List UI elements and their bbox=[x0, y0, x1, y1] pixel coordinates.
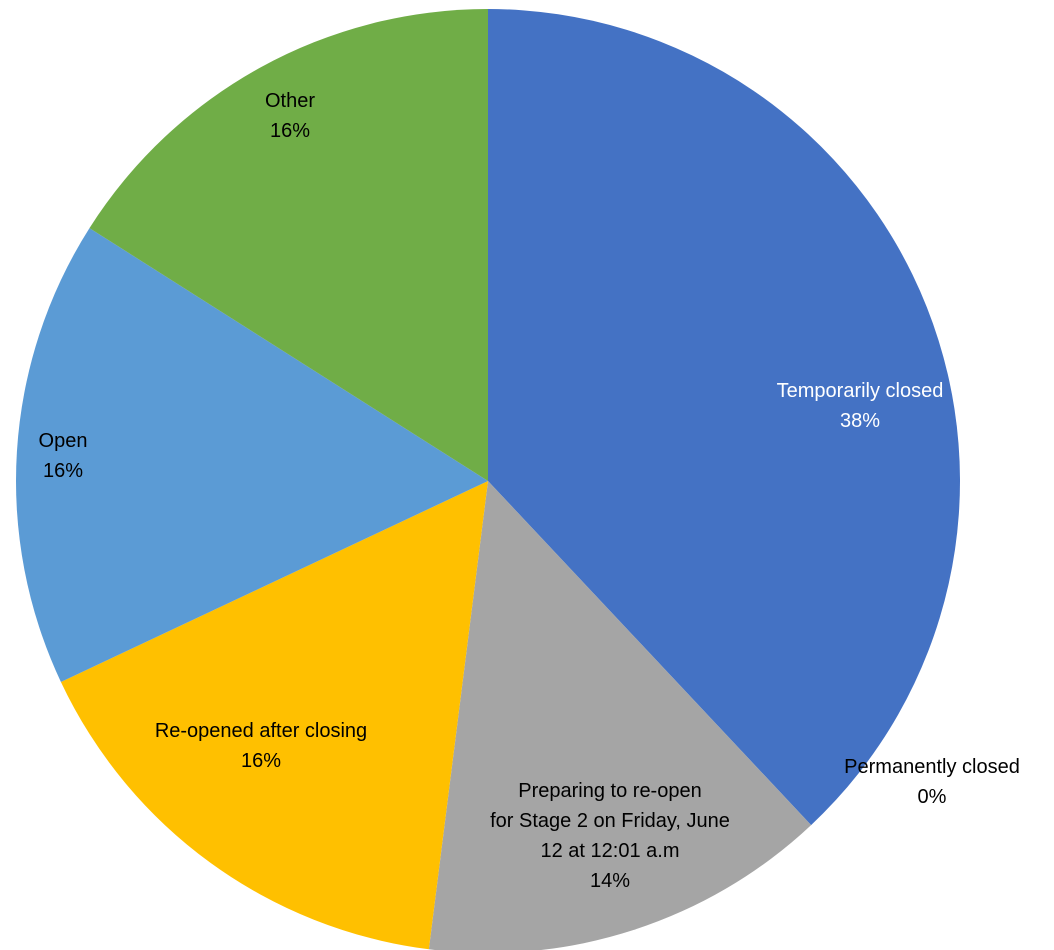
data-label-temporarily-closed: Temporarily closed 38% bbox=[777, 380, 944, 432]
pie-data-labels: Temporarily closed 38% Permanently closed 0… bbox=[39, 90, 1020, 892]
pie-slice-other bbox=[89, 9, 488, 481]
data-label-permanently-closed: Permanently closed 0% bbox=[844, 756, 1020, 808]
data-label-re-opened-after-closing: Re-opened after closing 16% bbox=[155, 720, 367, 772]
pie-slice-re-opened-after-closing bbox=[60, 481, 488, 950]
data-label-other: Other 16% bbox=[265, 90, 315, 142]
pie-slice-temporarily-closed bbox=[488, 9, 960, 826]
data-label-preparing-to-re-open-for-stage-2-on-friday-june-12-at-12-01-a-m: Preparing to re-open for Stage 2 on Frida… bbox=[490, 780, 730, 892]
pie-slice-preparing-to-re-open-for-stage-2-on-friday-june-12-at-12-01-a-m bbox=[428, 481, 812, 950]
pie-slice-open bbox=[15, 228, 488, 682]
pie-slices bbox=[15, 9, 960, 950]
data-label-open: Open 16% bbox=[39, 430, 88, 482]
